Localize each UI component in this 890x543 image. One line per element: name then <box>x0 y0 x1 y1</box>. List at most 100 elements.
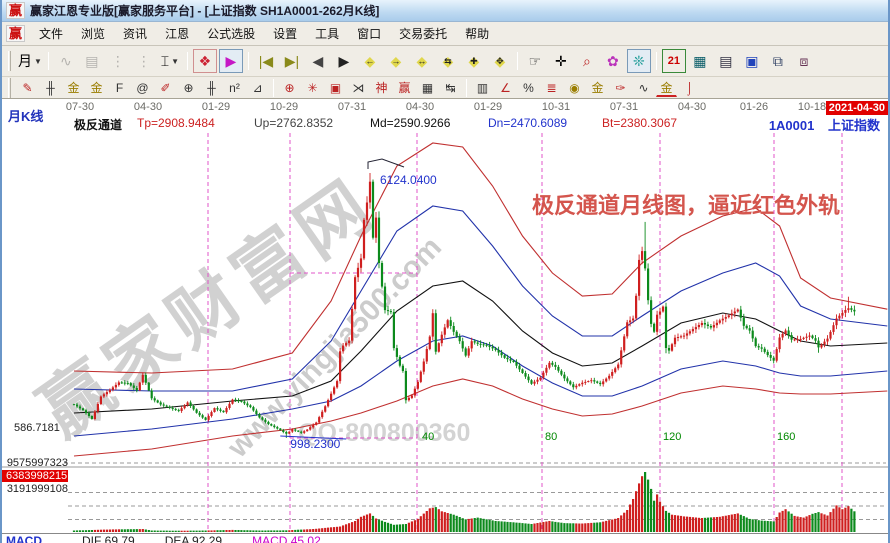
toolbar-separator <box>273 78 274 97</box>
indicator-value-Tp: Tp=2908.9484 <box>137 116 215 130</box>
date-tick-label: 01-29 <box>201 101 231 113</box>
channel-line-Bt <box>73 378 888 457</box>
current-date-badge: 2021-04-30 <box>825 101 888 115</box>
window-title: 赢家江恩专业版[赢家服务平台] - [上证指数 SH1A0001-262月K线] <box>30 4 380 18</box>
channel-line-Md <box>73 280 888 414</box>
shen-tool-icon[interactable]: 神 <box>375 81 388 95</box>
channel-line-Tp <box>73 142 888 374</box>
toolbar-handle[interactable] <box>8 51 11 71</box>
indicator-overlay-toggle-icon[interactable]: ❖ <box>192 49 217 73</box>
first-page-button-icon[interactable]: |◀ <box>258 52 274 69</box>
shift-right-diamond-icon[interactable]: ◆ → <box>390 52 402 69</box>
grid-count-tool-icon[interactable]: ▦ <box>421 80 434 95</box>
menu-工具[interactable]: 工具 <box>315 27 340 41</box>
indicator-value-Md: Md=2590.9266 <box>370 116 451 130</box>
period-month-dropdown-icon[interactable]: 月 ▼ <box>18 53 42 69</box>
date-tick-label: 10-31 <box>541 101 571 113</box>
date-tick-label: 07-31 <box>609 101 639 113</box>
menu-文件[interactable]: 文件 <box>39 27 64 41</box>
save-button-icon[interactable]: ▣ <box>745 52 759 69</box>
gann-gold-section-tool-icon[interactable]: 金 <box>90 81 103 95</box>
n-square-tool-icon[interactable]: n² <box>229 80 240 95</box>
watermark-qq: QQ:800800360 <box>298 419 470 447</box>
send-data-button-icon[interactable]: ⧉ <box>772 52 783 69</box>
shift-left-diamond-icon[interactable]: ◆ ← <box>364 52 376 69</box>
zoom-tool-icon[interactable]: ⌕ <box>583 52 591 69</box>
menu-江恩[interactable]: 江恩 <box>165 27 190 41</box>
gold-line-tool-icon[interactable]: 金 <box>591 81 604 95</box>
flower-tool-icon[interactable]: ✿ <box>607 52 619 69</box>
macd-pane-label[interactable]: MACD <box>6 534 42 543</box>
k-wave-tool-icon[interactable]: ⋊ <box>352 80 365 95</box>
toolbar-separator <box>47 52 49 70</box>
page-forward-button-icon[interactable]: ▶ <box>338 52 350 69</box>
angle-tool-icon[interactable]: ⊿ <box>252 80 263 95</box>
toolbar-separator <box>186 52 188 70</box>
indicator-name[interactable]: 极反通道 <box>74 118 123 132</box>
hand-pan-tool-icon[interactable]: ☞ <box>528 52 542 69</box>
boxed-target-tool-icon[interactable]: ▣ <box>329 80 342 95</box>
menu-设置[interactable]: 设置 <box>273 27 298 41</box>
app-logo-icon: 赢 <box>6 2 26 19</box>
starburst-tool-icon[interactable]: ✳ <box>307 80 318 95</box>
percent-slash-tool-icon[interactable]: ∠ <box>500 80 511 95</box>
cycle-gauge-tool-icon[interactable]: ⊕ <box>183 80 194 95</box>
target-circle-tool-icon[interactable]: ⊕ <box>284 80 295 95</box>
crosshair-tool-icon[interactable]: ✛ <box>555 52 567 69</box>
pane-label: 月K线 <box>8 109 44 124</box>
gold-circle-tool-icon[interactable]: ◉ <box>569 80 580 95</box>
ruler-tool-icon[interactable]: ╫ <box>46 80 55 95</box>
spiral-tool-icon[interactable]: @ <box>136 80 149 95</box>
menu-公式选股[interactable]: 公式选股 <box>207 27 256 41</box>
arrow-brush-tool-icon[interactable]: ✑ <box>615 80 626 95</box>
percent-lines-tool-icon[interactable]: ≣ <box>546 80 557 95</box>
title-bar: 赢 赢家江恩专业版[赢家服务平台] - [上证指数 SH1A0001-262月K… <box>2 0 888 22</box>
colored-kline-toggle-icon[interactable]: ▶ <box>218 49 243 73</box>
menu-交易委托[interactable]: 交易委托 <box>399 27 448 41</box>
date-tick-label: 01-26 <box>739 101 769 113</box>
date-tick-label: 04-30 <box>405 101 435 113</box>
menu-帮助[interactable]: 帮助 <box>465 27 490 41</box>
toolbar-separator <box>516 52 518 70</box>
compress-diamond-icon[interactable]: ◆ ✚ <box>468 52 480 69</box>
menu-资讯[interactable]: 资讯 <box>123 27 148 41</box>
ticks-tool-icon[interactable]: ╫ <box>207 80 216 95</box>
span-measure-tool-icon[interactable]: ↹ <box>445 80 456 95</box>
axes-tool-icon[interactable]: ▥ <box>476 80 489 95</box>
kline-style-dropdown-icon[interactable]: ⌶ ▼ <box>160 52 180 69</box>
svg-text:40: 40 <box>422 431 434 443</box>
low-price-label: 998.2300 <box>290 437 340 451</box>
j-tool-icon[interactable]: ⌡ <box>685 80 694 95</box>
date-tick-label: 04-30 <box>133 101 163 113</box>
ying-tool-icon[interactable]: 赢 <box>398 81 411 95</box>
red-brush-tool-icon[interactable]: ✐ <box>160 80 171 95</box>
analysis-note: 极反通道月线图，逼近红色外轨 <box>532 193 840 218</box>
menu-浏览[interactable]: 浏览 <box>81 27 106 41</box>
remote-data-button-icon[interactable]: ⧈ <box>799 52 809 69</box>
gann-gold-ratio-tool-icon[interactable]: 金 <box>67 81 80 95</box>
notes-button-icon[interactable]: ▤ <box>719 52 733 69</box>
expand-horizontal-diamond-icon[interactable]: ◆ ↔ <box>416 52 428 69</box>
date-tick-label: 10-29 <box>269 101 299 113</box>
brush-tool-icon[interactable]: ✎ <box>22 80 33 95</box>
symbol-code: 1A0001 <box>768 118 815 133</box>
menu-窗口[interactable]: 窗口 <box>357 27 382 41</box>
swap-horizontal-diamond-icon[interactable]: ◆ ⇆ <box>442 52 454 69</box>
calendar-button-icon[interactable]: 21 <box>661 49 686 73</box>
toolbar-handle-2[interactable] <box>8 77 11 98</box>
percent-tool-icon[interactable]: % <box>523 80 534 95</box>
fibonacci-tool-icon[interactable]: F <box>115 80 124 95</box>
page-back-button-icon[interactable]: ◀ <box>312 52 324 69</box>
gold-underline-tool-icon[interactable]: 金 <box>656 78 677 97</box>
main-toolbar: 月 ▼ ∿ ▤ ⋮ ⋮ ⌶ ▼ ❖ ▶ |◀ ▶| ◀ ▶ ◆ ← ◆ → ◆ ↔ ◆ ⇆ ◆ ✚ ◆ ✥ ☞ ✛ ⌕ ✿ ❊ 21 ▦ ▤ ▣ ⧉ ⧈ <box>2 46 888 77</box>
calculator-button-icon[interactable]: ▦ <box>693 52 707 69</box>
wave-tool-icon[interactable]: ∿ <box>638 80 649 95</box>
date-tick-label: 10-18 <box>797 101 827 113</box>
chart-panel: 月K线 2021-04-30 07-30 04-30 01-29 10-29 07-31… <box>2 100 888 543</box>
last-page-button-icon[interactable]: ▶| <box>284 52 300 69</box>
expand-all-diamond-icon[interactable]: ◆ ✥ <box>494 52 506 69</box>
bars-9-icon-icon: ⋮ <box>136 52 151 69</box>
smart-analysis-tool-icon[interactable]: ❊ <box>626 49 651 73</box>
indicator-value-Up: Up=2762.8352 <box>254 116 334 130</box>
